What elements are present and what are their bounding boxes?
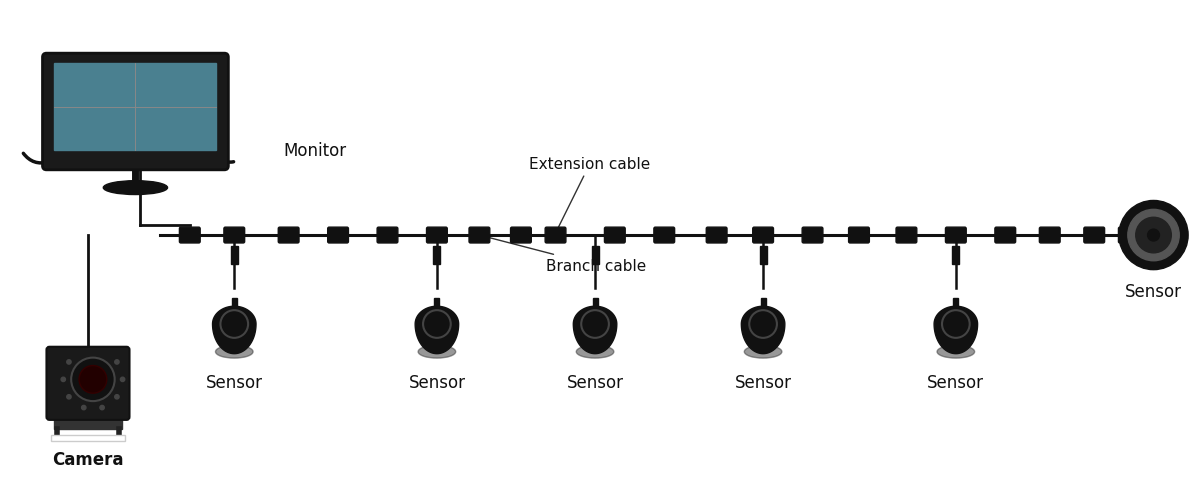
FancyBboxPatch shape bbox=[1118, 228, 1139, 243]
FancyBboxPatch shape bbox=[545, 228, 566, 243]
Circle shape bbox=[61, 377, 66, 382]
Circle shape bbox=[1118, 201, 1188, 270]
FancyBboxPatch shape bbox=[328, 228, 348, 243]
FancyBboxPatch shape bbox=[605, 228, 625, 243]
FancyBboxPatch shape bbox=[707, 228, 727, 243]
Ellipse shape bbox=[103, 181, 168, 195]
FancyBboxPatch shape bbox=[180, 228, 200, 243]
Circle shape bbox=[115, 360, 119, 364]
Bar bbox=[433, 246, 440, 264]
Text: Sensor: Sensor bbox=[734, 373, 792, 392]
Ellipse shape bbox=[937, 346, 974, 359]
Text: Sensor: Sensor bbox=[566, 373, 624, 392]
FancyBboxPatch shape bbox=[848, 228, 869, 243]
Circle shape bbox=[67, 395, 71, 399]
Bar bbox=[953, 299, 959, 307]
FancyBboxPatch shape bbox=[802, 228, 823, 243]
FancyBboxPatch shape bbox=[510, 228, 532, 243]
Text: Sensor: Sensor bbox=[408, 373, 466, 392]
FancyBboxPatch shape bbox=[42, 54, 228, 170]
Polygon shape bbox=[574, 307, 617, 354]
FancyBboxPatch shape bbox=[1084, 228, 1105, 243]
Text: Sensor: Sensor bbox=[928, 373, 984, 392]
Polygon shape bbox=[415, 307, 458, 354]
Circle shape bbox=[115, 395, 119, 399]
Bar bbox=[54, 415, 121, 429]
Polygon shape bbox=[212, 307, 256, 354]
Bar bbox=[230, 246, 238, 264]
FancyBboxPatch shape bbox=[946, 228, 966, 243]
FancyBboxPatch shape bbox=[654, 228, 674, 243]
Circle shape bbox=[71, 358, 115, 401]
Circle shape bbox=[1147, 229, 1159, 241]
Ellipse shape bbox=[744, 346, 782, 359]
Polygon shape bbox=[934, 307, 978, 354]
Bar bbox=[761, 299, 766, 307]
FancyBboxPatch shape bbox=[896, 228, 917, 243]
FancyBboxPatch shape bbox=[377, 228, 398, 243]
Ellipse shape bbox=[576, 346, 614, 359]
Bar bbox=[593, 299, 598, 307]
Bar bbox=[52, 435, 125, 441]
Bar bbox=[592, 246, 599, 264]
Circle shape bbox=[82, 406, 86, 410]
Circle shape bbox=[1135, 218, 1171, 253]
Bar bbox=[760, 246, 767, 264]
FancyBboxPatch shape bbox=[995, 228, 1015, 243]
Text: Camera: Camera bbox=[53, 450, 124, 468]
Text: Branch cable: Branch cable bbox=[482, 236, 646, 273]
Bar bbox=[434, 299, 439, 307]
Bar bbox=[232, 299, 236, 307]
FancyBboxPatch shape bbox=[47, 347, 130, 420]
Circle shape bbox=[120, 377, 125, 382]
Text: Sensor: Sensor bbox=[205, 373, 263, 392]
Text: Extension cable: Extension cable bbox=[529, 156, 650, 231]
Circle shape bbox=[79, 366, 107, 394]
FancyBboxPatch shape bbox=[278, 228, 299, 243]
Circle shape bbox=[1128, 210, 1180, 261]
Ellipse shape bbox=[216, 346, 253, 359]
FancyBboxPatch shape bbox=[752, 228, 774, 243]
Text: Monitor: Monitor bbox=[283, 142, 347, 160]
Bar bbox=[54, 64, 216, 151]
FancyBboxPatch shape bbox=[1039, 228, 1060, 243]
FancyBboxPatch shape bbox=[426, 228, 448, 243]
Ellipse shape bbox=[418, 346, 456, 359]
Bar bbox=[953, 246, 959, 264]
Polygon shape bbox=[742, 307, 785, 354]
FancyBboxPatch shape bbox=[469, 228, 490, 243]
Text: Sensor: Sensor bbox=[1126, 283, 1182, 301]
Circle shape bbox=[100, 406, 104, 410]
Circle shape bbox=[67, 360, 71, 364]
FancyBboxPatch shape bbox=[224, 228, 245, 243]
